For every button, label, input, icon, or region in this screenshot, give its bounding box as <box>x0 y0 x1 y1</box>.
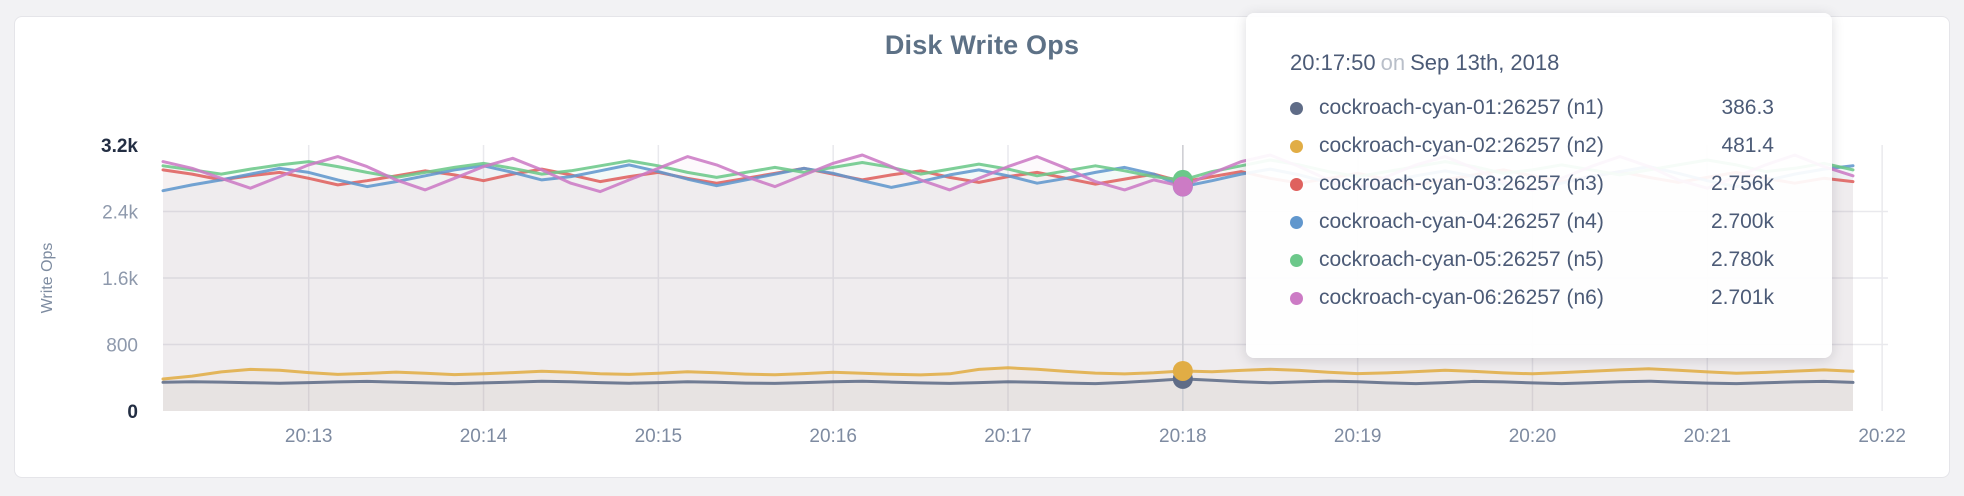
x-tick-label: 20:14 <box>460 426 508 447</box>
y-tick-label: 2.4k <box>102 203 138 224</box>
x-tick-label: 20:19 <box>1334 426 1382 447</box>
hover-dot-n6 <box>1172 176 1193 197</box>
x-tick-label: 20:16 <box>809 426 857 447</box>
series-line-n2 <box>161 366 1855 381</box>
x-tick-label: 20:20 <box>1509 426 1557 447</box>
y-tick-label: 1.6k <box>102 269 138 290</box>
x-tick-label: 20:15 <box>635 426 683 447</box>
x-tick-label: 20:21 <box>1684 426 1732 447</box>
series-line-n1 <box>161 377 1855 386</box>
y-tick-label: 3.2k <box>101 136 138 157</box>
chart-title: Disk Write Ops <box>884 30 1080 60</box>
y-tick-label: 0 <box>127 402 138 423</box>
series-area-n2 <box>163 367 1853 411</box>
y-tick-label: 800 <box>106 336 138 357</box>
hover-dot-n2 <box>1172 360 1193 381</box>
series-area-n1 <box>163 378 1853 411</box>
axis-labels: 20:13 20:14 20:15 20:16 20:17 20:18 20:19 20:20… <box>101 136 1906 447</box>
x-tick-label: 20:13 <box>285 426 333 447</box>
y-axis-title: Write Ops <box>39 243 56 314</box>
x-tick-label: 20:17 <box>984 426 1032 447</box>
x-tick-label: 20:18 <box>1159 426 1207 447</box>
hover-layer <box>1172 145 1193 411</box>
x-tick-label: 20:22 <box>1858 426 1906 447</box>
